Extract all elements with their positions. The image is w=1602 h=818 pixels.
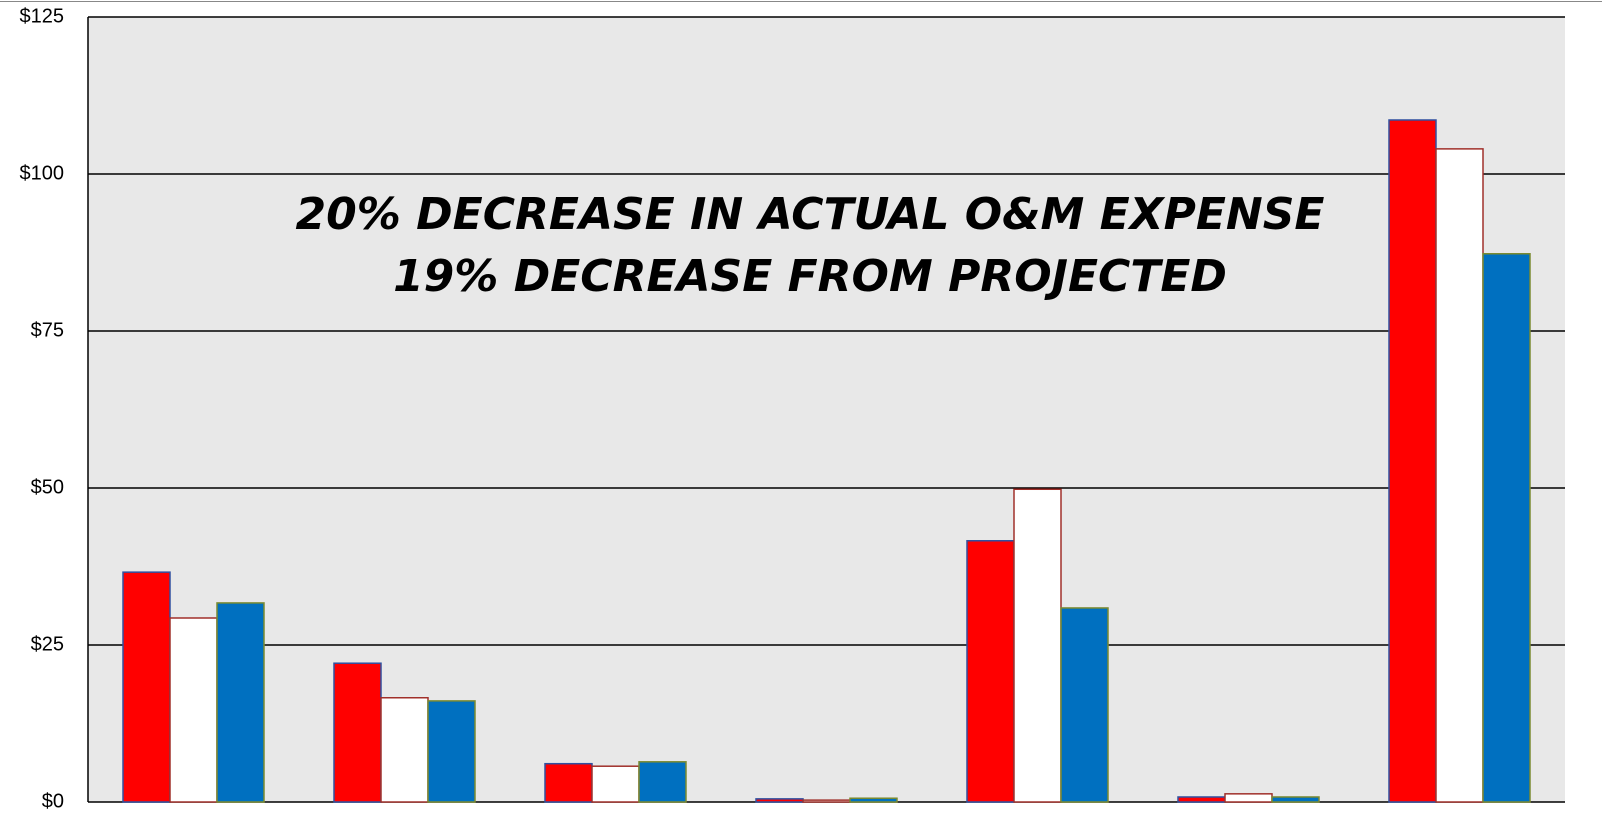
- bar: [755, 798, 804, 803]
- bar: [591, 765, 640, 803]
- plot-area: [88, 17, 1565, 802]
- bar: [1177, 796, 1226, 803]
- bar: [122, 571, 171, 803]
- bar: [1224, 793, 1273, 803]
- y-tick-label: $25: [31, 633, 64, 655]
- y-tick-label: $125: [20, 5, 65, 27]
- y-tick-label: $50: [31, 476, 64, 498]
- bar: [849, 797, 898, 803]
- y-tick-label: $0: [42, 790, 64, 812]
- bar: [966, 540, 1015, 803]
- y-tick-label: $75: [31, 319, 64, 341]
- bar: [427, 700, 476, 803]
- bar: [169, 617, 218, 803]
- bar: [1482, 253, 1531, 803]
- bar: [1435, 148, 1484, 803]
- bar: [380, 697, 429, 803]
- bar: [216, 602, 265, 803]
- bar: [1013, 488, 1062, 803]
- bar: [333, 662, 382, 803]
- bar: [1388, 119, 1437, 803]
- annotation: 19% DECREASE FROM PROJECTED: [393, 251, 1227, 302]
- bar: [802, 799, 851, 803]
- annotation: 20% DECREASE IN ACTUAL O&M EXPENSE: [296, 189, 1325, 240]
- bar: [638, 761, 687, 803]
- bar: [544, 762, 593, 803]
- bar: [1060, 607, 1109, 803]
- bar: [1271, 796, 1320, 803]
- y-tick-label: $100: [20, 162, 65, 184]
